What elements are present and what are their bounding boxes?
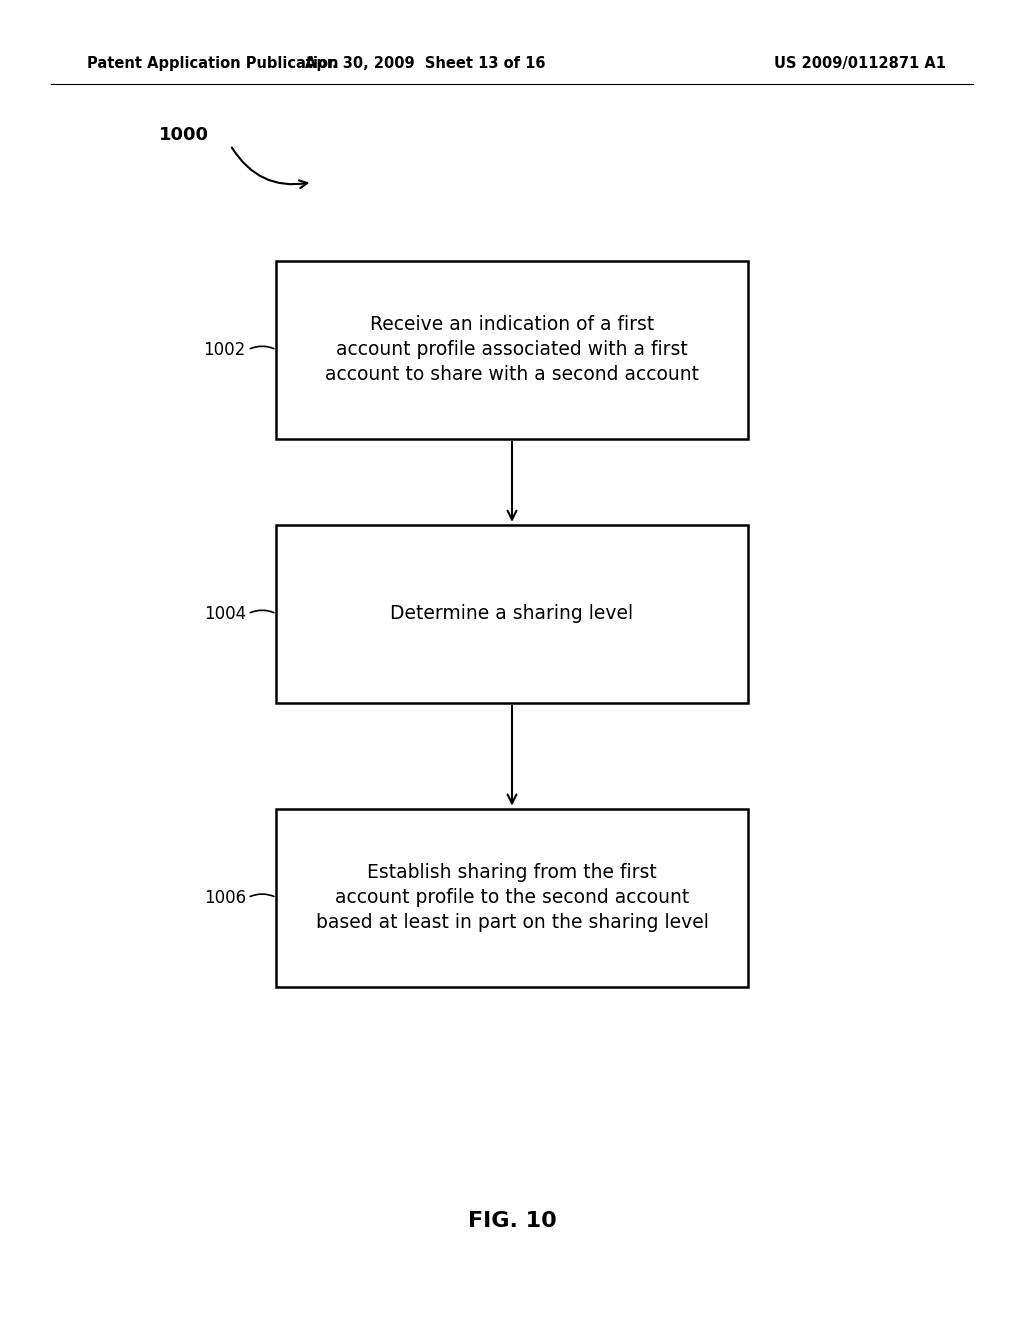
- Bar: [276, 524, 748, 702]
- Text: Receive an indication of a first
account profile associated with a first
account: Receive an indication of a first account…: [325, 315, 699, 384]
- Text: 1002: 1002: [204, 341, 246, 359]
- Text: Patent Application Publication: Patent Application Publication: [87, 55, 339, 71]
- Text: 1004: 1004: [204, 605, 246, 623]
- Text: Apr. 30, 2009  Sheet 13 of 16: Apr. 30, 2009 Sheet 13 of 16: [305, 55, 545, 71]
- Bar: [276, 261, 748, 438]
- Text: Determine a sharing level: Determine a sharing level: [390, 605, 634, 623]
- Text: FIG. 10: FIG. 10: [468, 1210, 556, 1232]
- Text: 1006: 1006: [204, 888, 246, 907]
- Bar: [276, 808, 748, 987]
- Text: 1000: 1000: [159, 125, 209, 144]
- Text: Establish sharing from the first
account profile to the second account
based at : Establish sharing from the first account…: [315, 863, 709, 932]
- Text: US 2009/0112871 A1: US 2009/0112871 A1: [774, 55, 946, 71]
